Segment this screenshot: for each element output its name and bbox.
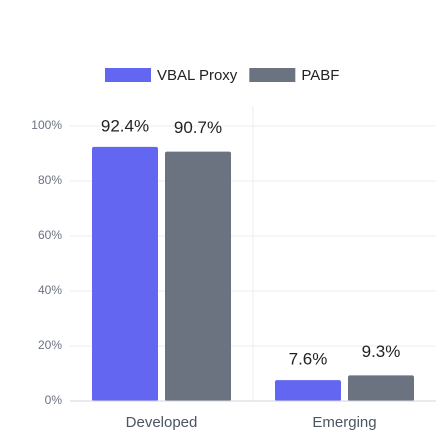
bar: [348, 375, 414, 401]
bar: [165, 151, 231, 401]
value-label: 92.4%: [101, 116, 149, 135]
y-tick-label: 80%: [38, 173, 62, 187]
y-tick-label: 40%: [38, 283, 62, 297]
legend-label: PABF: [301, 67, 339, 84]
bar: [275, 380, 341, 401]
value-label: 90.7%: [174, 118, 222, 137]
x-tick-label: Emerging: [312, 414, 376, 431]
x-tick-label: Developed: [126, 414, 198, 431]
legend-swatch: [105, 68, 151, 82]
y-tick-label: 0%: [45, 393, 63, 407]
value-label: 7.6%: [289, 350, 328, 369]
legend-swatch: [249, 68, 296, 82]
y-tick-label: 100%: [31, 118, 62, 132]
bar: [92, 146, 158, 401]
y-tick-label: 20%: [38, 338, 62, 352]
value-label: 9.3%: [362, 342, 401, 361]
legend-label: VBAL Proxy: [157, 67, 238, 84]
y-tick-label: 60%: [38, 228, 62, 242]
